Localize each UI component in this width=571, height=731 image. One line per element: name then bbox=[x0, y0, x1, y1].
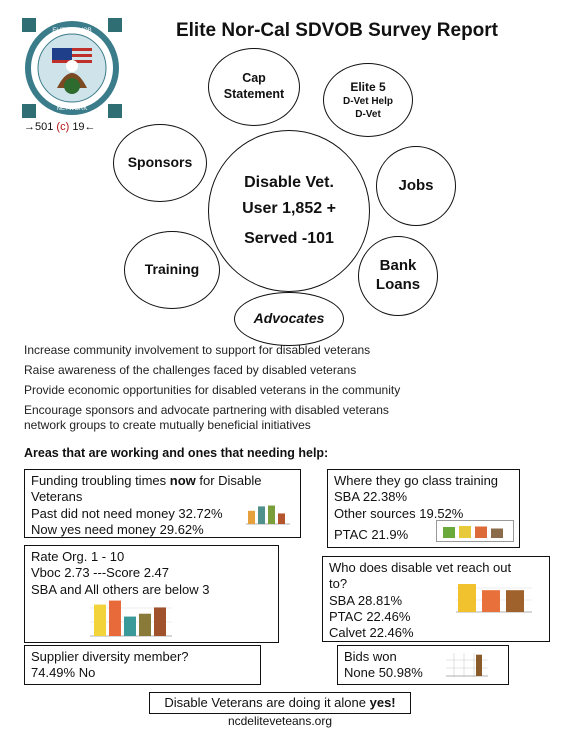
bubble-bank-loans: Bank Loans bbox=[358, 236, 438, 316]
reach-bar bbox=[458, 584, 476, 612]
rate-bar bbox=[94, 604, 106, 636]
bubble-disable-vet: Disable Vet. User 1,852 + Served -101 bbox=[208, 130, 370, 292]
rate-bar bbox=[124, 616, 136, 636]
goal-item: Raise awareness of the challenges faced … bbox=[24, 363, 357, 377]
goals-list: Increase community involvement to suppor… bbox=[24, 343, 424, 438]
rate-org-chart bbox=[90, 600, 172, 637]
bubble-jobs: Jobs bbox=[376, 146, 456, 226]
bubble-advocates: Advocates bbox=[234, 292, 344, 346]
funding-bar bbox=[278, 513, 285, 524]
funding-chart bbox=[246, 505, 290, 525]
funding-box: Funding troubling times now for Disable … bbox=[24, 469, 301, 538]
bids-bar bbox=[476, 654, 482, 676]
bubble-elite-5: Elite 5 D-Vet Help D-Vet bbox=[323, 63, 413, 137]
funding-bar bbox=[248, 510, 255, 524]
bubble-sponsors: Sponsors bbox=[113, 124, 207, 202]
supplier-diversity-box: Supplier diversity member? 74.49% No bbox=[24, 645, 261, 685]
goal-item: Encourage sponsors and advocate partneri… bbox=[24, 403, 389, 432]
training-bar bbox=[443, 527, 455, 538]
training-bar bbox=[491, 528, 503, 538]
bids-won-chart bbox=[446, 653, 488, 677]
goal-item: Increase community involvement to suppor… bbox=[24, 343, 371, 357]
areas-heading: Areas that are working and ones that nee… bbox=[24, 446, 329, 460]
footer-statement: Disable Veterans are doing it alone yes! bbox=[149, 692, 411, 714]
rate-bar bbox=[139, 613, 151, 636]
logo-text-top: ELITE SDVOB bbox=[52, 28, 91, 34]
training-bar bbox=[459, 526, 471, 538]
funding-bar bbox=[268, 505, 275, 524]
network-logo: ELITE SDVOB NETWORK bbox=[22, 18, 122, 118]
website-url: ncdeliteveteans.org bbox=[227, 714, 333, 728]
training-bar bbox=[475, 526, 487, 538]
rate-bar bbox=[154, 607, 166, 636]
goal-item: Provide economic opportunities for disab… bbox=[24, 383, 401, 397]
bubble-cap-statement: Cap Statement bbox=[208, 48, 300, 126]
funding-bar bbox=[258, 506, 265, 524]
page-title: Elite Nor-Cal SDVOB Survey Report bbox=[175, 20, 499, 41]
class-training-box: Where they go class training SBA 22.38% … bbox=[327, 469, 520, 548]
logo-text-bottom: NETWORK bbox=[57, 106, 88, 112]
reach-out-chart bbox=[456, 584, 532, 613]
rate-org-box: Rate Org. 1 - 10 Vboc 2.73 ---Score 2.47… bbox=[24, 545, 279, 643]
reach-bar bbox=[482, 590, 500, 612]
license-number: →501 (c) 19← bbox=[24, 121, 96, 133]
bubble-training: Training bbox=[124, 231, 220, 309]
reach-bar bbox=[506, 590, 524, 612]
rate-bar bbox=[109, 600, 121, 636]
class-training-chart bbox=[436, 520, 514, 542]
